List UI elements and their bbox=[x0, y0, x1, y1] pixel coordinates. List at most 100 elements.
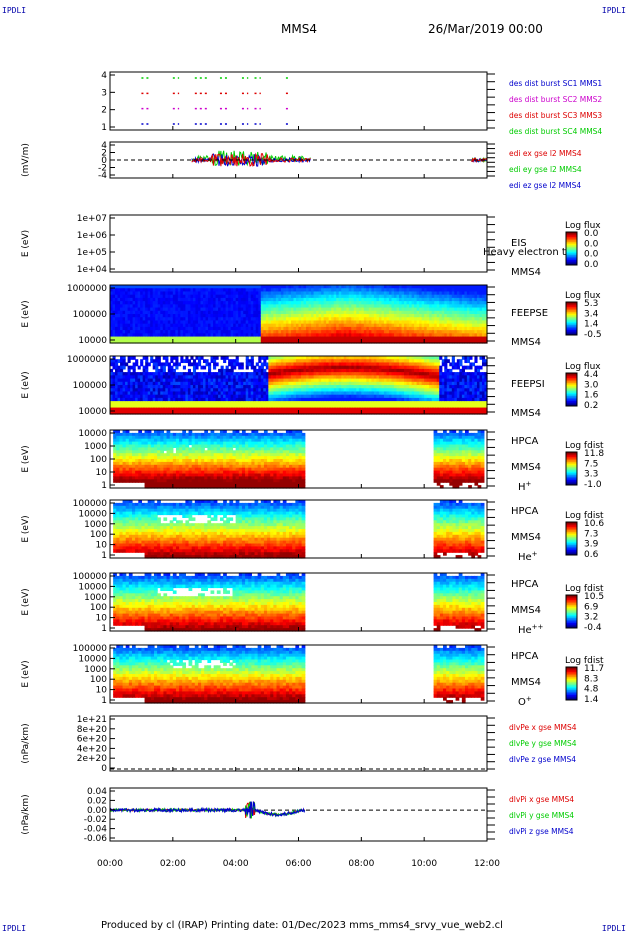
heatmap-cell bbox=[346, 297, 350, 302]
heatmap-cell bbox=[122, 407, 126, 412]
heatmap-cell bbox=[137, 291, 141, 296]
heatmap-cell bbox=[426, 285, 430, 289]
heatmap-cell bbox=[313, 339, 317, 344]
heatmap-cell bbox=[112, 391, 116, 396]
heatmap-cell bbox=[436, 333, 440, 338]
heatmap-cell bbox=[180, 394, 184, 399]
heatmap-cell bbox=[132, 375, 136, 380]
heatmap-cell bbox=[321, 307, 325, 312]
heatmap-cell bbox=[391, 330, 395, 334]
heatmap-cell bbox=[185, 381, 189, 386]
heatmap-cell bbox=[341, 304, 345, 309]
heatmap-cell bbox=[321, 330, 325, 334]
heatmap-cell bbox=[426, 320, 430, 325]
heatmap-cell bbox=[147, 294, 151, 299]
heatmap-cell bbox=[187, 330, 192, 334]
heatmap-cell bbox=[160, 310, 164, 315]
heatmap-cell bbox=[290, 339, 295, 344]
heatmap-cell bbox=[250, 304, 254, 309]
heatmap-cell bbox=[147, 404, 151, 409]
heatmap-cell bbox=[391, 291, 395, 296]
heatmap-cell bbox=[285, 323, 290, 328]
heatmap-cell bbox=[290, 294, 295, 299]
heatmap-cell bbox=[192, 310, 197, 315]
heatmap-cell bbox=[248, 304, 252, 309]
heatmap-cell bbox=[441, 330, 445, 334]
heatmap-cell bbox=[175, 401, 179, 405]
heatmap-cell bbox=[205, 310, 209, 315]
heatmap-cell bbox=[285, 297, 290, 302]
heatmap-cell bbox=[233, 291, 237, 296]
heatmap-cell bbox=[215, 320, 219, 325]
heatmap-cell bbox=[180, 326, 184, 331]
heatmap-cell bbox=[132, 307, 136, 312]
heatmap-cell bbox=[383, 285, 388, 289]
heatmap-cell bbox=[419, 297, 423, 302]
heatmap-cell bbox=[185, 301, 189, 305]
heatmap-cell bbox=[351, 301, 355, 305]
heatmap-cell bbox=[223, 301, 227, 305]
heatmap-cell bbox=[295, 304, 300, 309]
heatmap-cell bbox=[208, 288, 212, 293]
heatmap-cell bbox=[290, 304, 295, 309]
heatmap-cell bbox=[406, 326, 410, 331]
heatmap-cell bbox=[175, 365, 179, 370]
heatmap-cell bbox=[461, 330, 465, 334]
heatmap-cell bbox=[275, 304, 279, 309]
heatmap-cell bbox=[268, 317, 272, 322]
heatmap-cell bbox=[273, 339, 277, 344]
heatmap-cell bbox=[162, 385, 166, 389]
heatmap-cell bbox=[253, 304, 257, 309]
heatmap-cell bbox=[205, 336, 209, 341]
heatmap-cell bbox=[396, 294, 400, 299]
heatmap-cell bbox=[238, 314, 242, 318]
heatmap-cell bbox=[228, 333, 232, 338]
heatmap-cell bbox=[110, 372, 114, 376]
heatmap-cell bbox=[336, 301, 340, 305]
heatmap-cell bbox=[170, 407, 174, 412]
heatmap-cell bbox=[135, 330, 139, 334]
heatmap-cell bbox=[424, 301, 428, 305]
heatmap-cell bbox=[371, 310, 375, 315]
heatmap-cell bbox=[140, 326, 144, 331]
heatmap-cell bbox=[213, 323, 217, 328]
heatmap-cell bbox=[130, 391, 134, 396]
heatmap-cell bbox=[220, 330, 224, 334]
heatmap-cell bbox=[122, 304, 126, 309]
heatmap-cell bbox=[115, 323, 119, 328]
heatmap-cell bbox=[210, 320, 214, 325]
heatmap-cell bbox=[167, 317, 171, 322]
heatmap-cell bbox=[117, 404, 121, 409]
heatmap-cell bbox=[323, 288, 327, 293]
heatmap-cell bbox=[195, 285, 199, 289]
heatmap-cell bbox=[192, 378, 197, 383]
heatmap-cell bbox=[363, 314, 367, 318]
heatmap-cell bbox=[451, 301, 455, 305]
heatmap-cell bbox=[318, 330, 322, 334]
heatmap-cell bbox=[285, 307, 290, 312]
heatmap-cell bbox=[260, 285, 264, 289]
heatmap-cell bbox=[308, 326, 312, 331]
heatmap-cell bbox=[167, 320, 171, 325]
heatmap-cell bbox=[336, 333, 340, 338]
heatmap-cell bbox=[298, 323, 302, 328]
heatmap-cell bbox=[208, 285, 212, 289]
heatmap-cell bbox=[160, 368, 164, 373]
heatmap-cell bbox=[293, 301, 297, 305]
heatmap-cell bbox=[172, 307, 176, 312]
heatmap-cell bbox=[140, 310, 144, 315]
heatmap-cell bbox=[165, 297, 169, 302]
heatmap-cell bbox=[383, 323, 388, 328]
heatmap-cell bbox=[471, 307, 476, 312]
heatmap-cell bbox=[135, 320, 139, 325]
heatmap-cell bbox=[152, 310, 156, 315]
heatmap-cell bbox=[137, 314, 141, 318]
heatmap-cell bbox=[260, 297, 264, 302]
heatmap-cell bbox=[218, 297, 222, 302]
heatmap-cell bbox=[313, 291, 317, 296]
heatmap-cell bbox=[192, 388, 197, 393]
heatmap-cell bbox=[147, 307, 151, 312]
heatmap-cell bbox=[213, 310, 217, 315]
heatmap-cell bbox=[434, 336, 438, 341]
heatmap-cell bbox=[378, 317, 383, 322]
